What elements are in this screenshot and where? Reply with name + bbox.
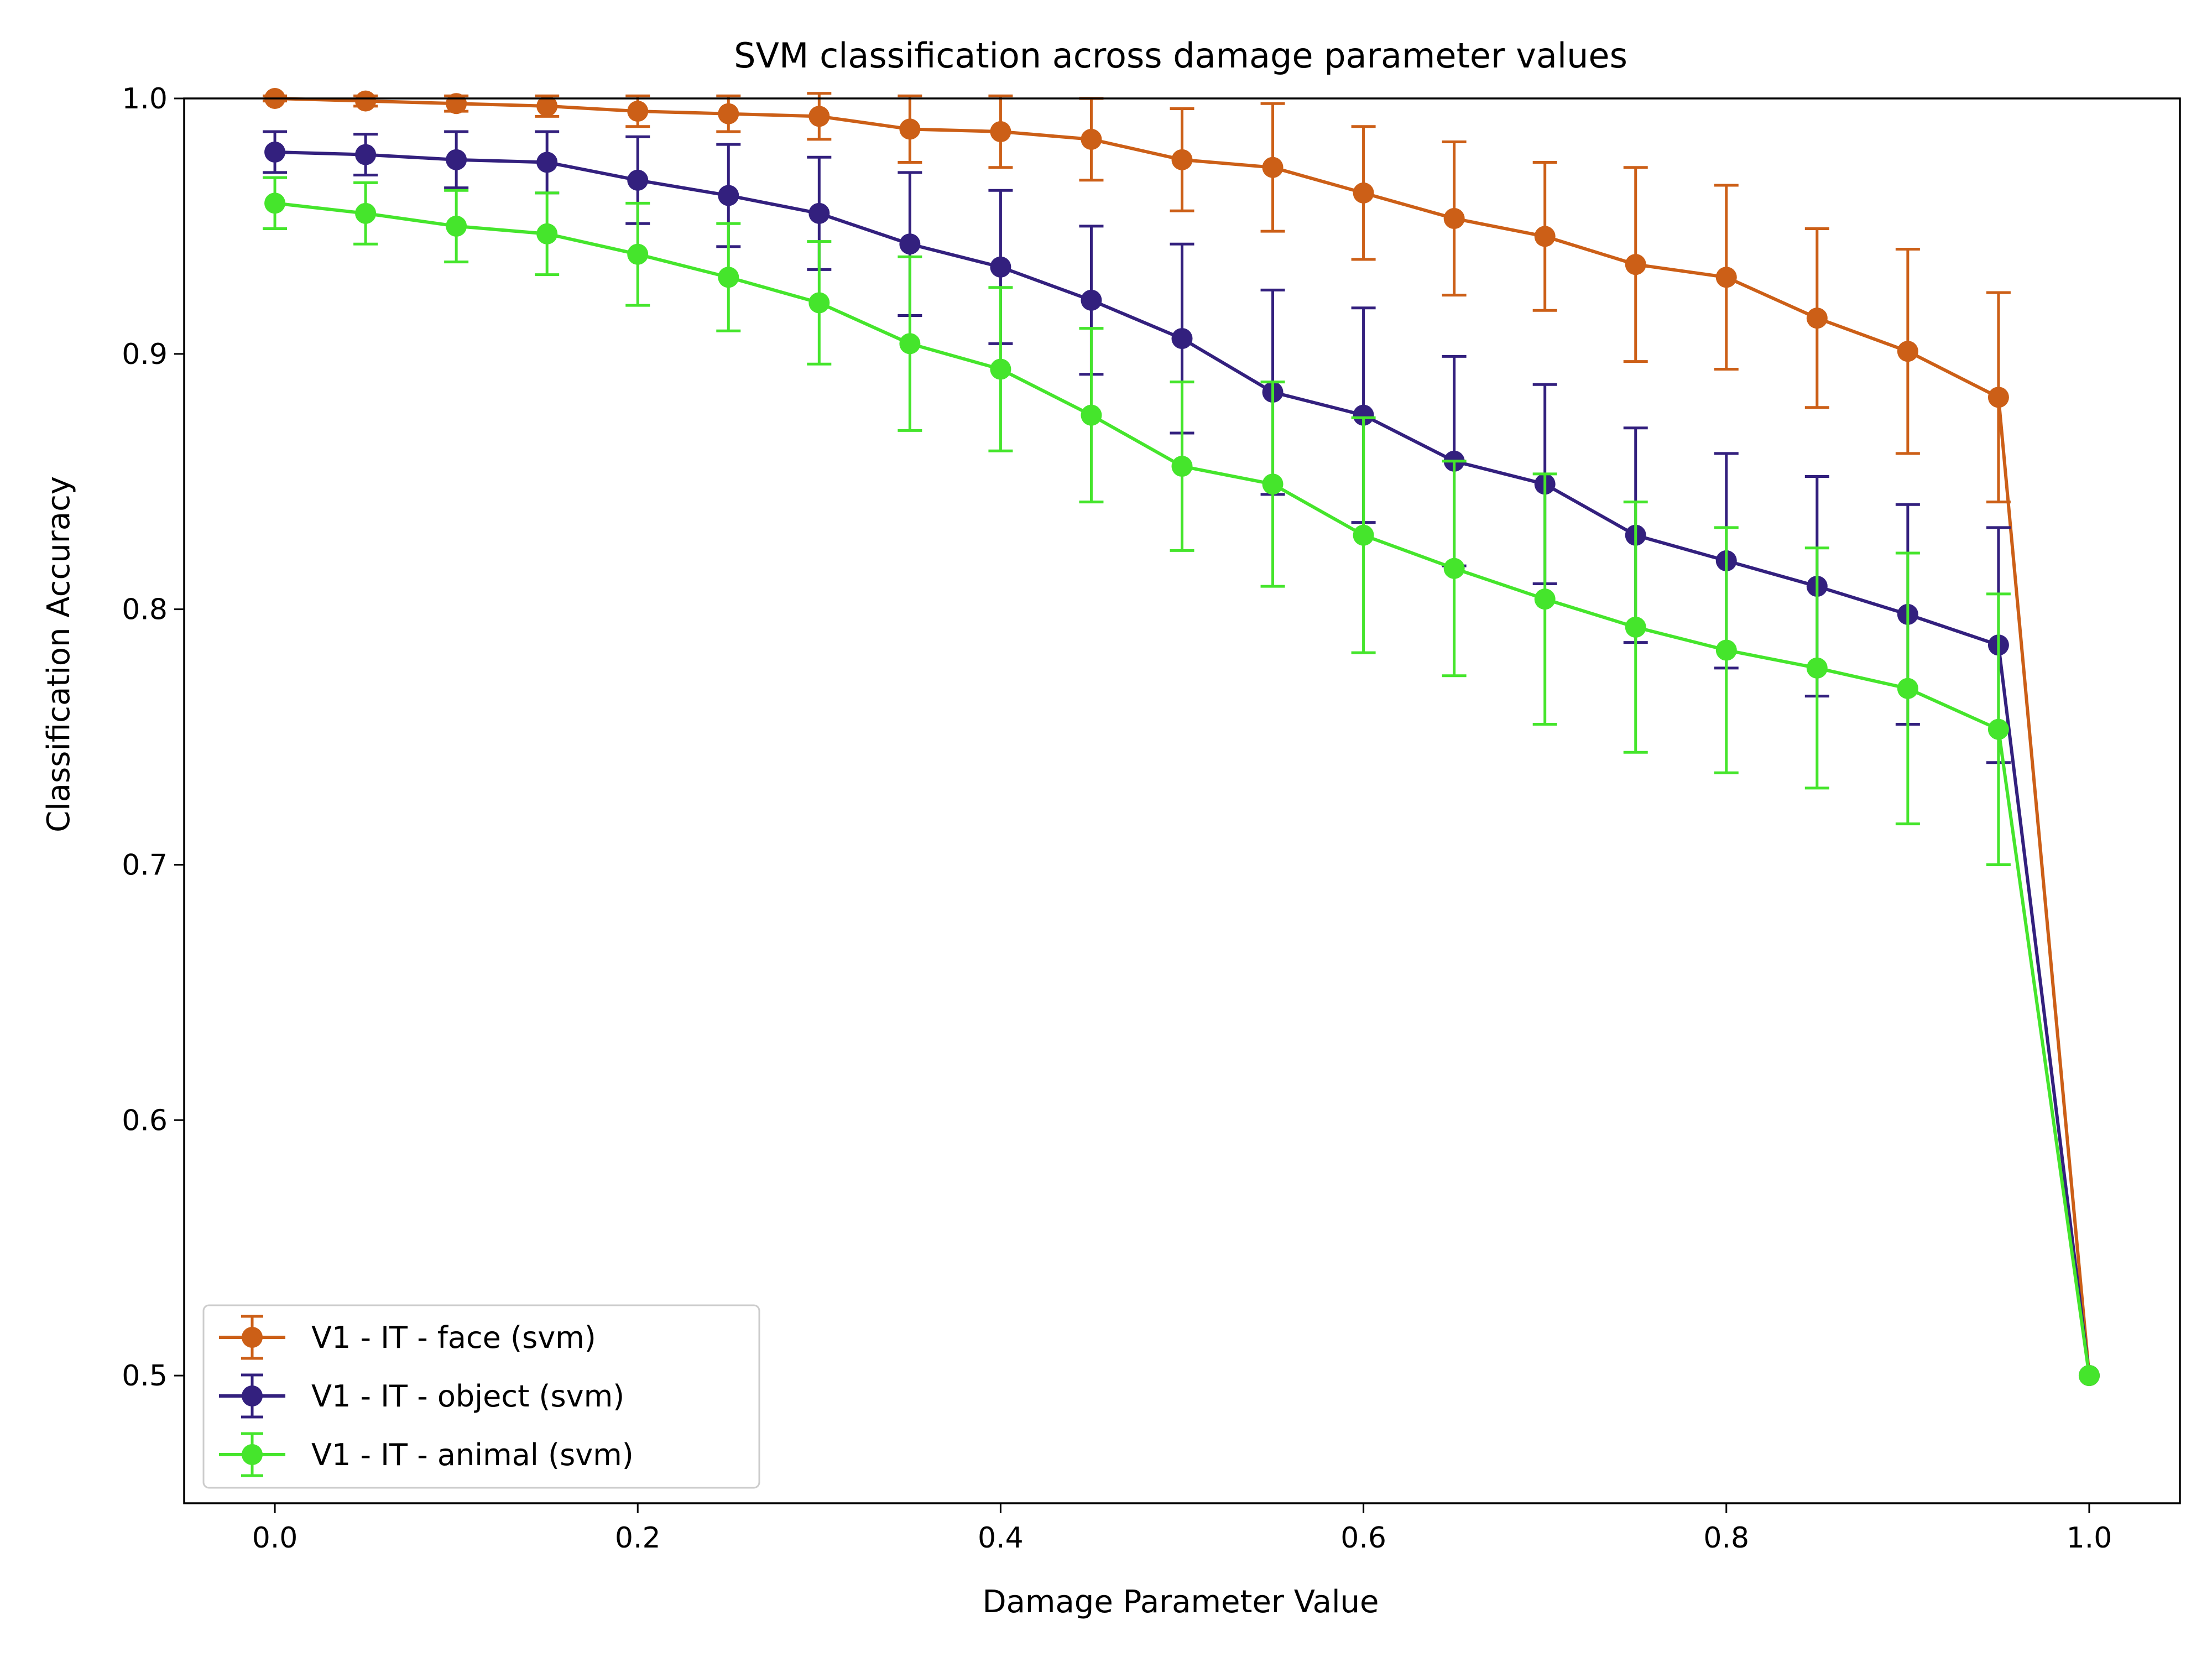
data-point xyxy=(1353,524,1374,546)
data-point xyxy=(536,223,558,244)
data-point xyxy=(1081,404,1102,426)
data-point xyxy=(446,215,467,237)
data-point xyxy=(1262,157,1284,178)
data-point xyxy=(355,144,377,165)
data-point xyxy=(1534,588,1556,610)
data-point xyxy=(627,243,649,265)
marks-layer xyxy=(263,88,2100,1387)
data-point xyxy=(1806,308,1828,329)
data-point xyxy=(264,192,286,214)
data-point xyxy=(1625,616,1646,638)
x-tick-label: 0.4 xyxy=(978,1522,1024,1555)
x-axis-label: Damage Parameter Value xyxy=(982,1584,1379,1620)
y-tick-label: 0.6 xyxy=(122,1104,168,1137)
data-point xyxy=(1443,558,1465,579)
data-point xyxy=(1897,678,1918,699)
legend-label: V1 - IT - object (svm) xyxy=(311,1379,624,1414)
data-point xyxy=(718,185,739,206)
data-point xyxy=(1806,657,1828,679)
data-point xyxy=(1625,254,1646,275)
data-point xyxy=(899,233,921,255)
legend-marker xyxy=(242,1327,263,1348)
x-tick-label: 0.6 xyxy=(1340,1522,1386,1555)
legend-marker xyxy=(242,1385,263,1406)
data-point xyxy=(1715,267,1737,288)
y-tick-label: 1.0 xyxy=(122,82,168,116)
data-point xyxy=(1353,182,1374,204)
data-point xyxy=(1081,128,1102,150)
data-point xyxy=(1443,208,1465,230)
data-point xyxy=(1534,226,1556,247)
x-tick-label: 0.2 xyxy=(615,1522,661,1555)
x-tick-label: 0.0 xyxy=(252,1522,298,1555)
x-tick-label: 0.8 xyxy=(1703,1522,1749,1555)
data-point xyxy=(536,95,558,117)
data-point xyxy=(1715,639,1737,661)
legend-marker xyxy=(242,1444,263,1465)
data-point xyxy=(1171,456,1193,477)
y-tick-label: 0.5 xyxy=(122,1359,168,1393)
data-point xyxy=(990,121,1011,143)
data-point xyxy=(355,202,377,224)
x-tick-label: 1.0 xyxy=(2067,1522,2112,1555)
y-tick-label: 0.8 xyxy=(122,593,168,627)
data-point xyxy=(718,267,739,288)
data-point xyxy=(899,333,921,355)
data-point xyxy=(1987,387,2009,408)
series-3 xyxy=(263,176,2100,1387)
data-point xyxy=(2078,1365,2100,1387)
chart-title: SVM classification across damage paramet… xyxy=(734,35,1627,76)
data-point xyxy=(264,141,286,163)
data-point xyxy=(808,292,830,314)
y-tick-label: 0.9 xyxy=(122,338,168,371)
data-point xyxy=(808,106,830,127)
plot-area-frame xyxy=(183,97,2181,1504)
data-point xyxy=(446,93,467,114)
data-point xyxy=(627,101,649,122)
data-point xyxy=(1987,718,2009,740)
data-point xyxy=(1353,404,1374,426)
legend-box xyxy=(202,1304,760,1489)
legend-label: V1 - IT - animal (svm) xyxy=(311,1437,634,1472)
data-point xyxy=(990,256,1011,278)
legend-label: V1 - IT - face (svm) xyxy=(311,1320,596,1355)
data-point xyxy=(1897,341,1918,362)
legend: V1 - IT - face (svm) V1 - IT - object (sv… xyxy=(202,1304,760,1489)
data-point xyxy=(899,118,921,140)
axis-ticks: 0.0 0.2 0.4 0.6 0.8 1.0 0.5 0.6 0.7 0.8 0.9 1.0 xyxy=(122,82,2112,1555)
data-point xyxy=(355,90,377,112)
data-point xyxy=(627,169,649,191)
data-point xyxy=(1171,149,1193,170)
data-point xyxy=(446,149,467,170)
data-point xyxy=(536,152,558,173)
data-point xyxy=(718,103,739,124)
data-point xyxy=(990,358,1011,380)
data-point xyxy=(808,202,830,224)
data-point xyxy=(1171,328,1193,350)
y-tick-label: 0.7 xyxy=(122,848,168,882)
data-point xyxy=(1262,473,1284,495)
y-axis-label: Classification Accuracy xyxy=(41,476,77,832)
data-point xyxy=(1081,289,1102,311)
